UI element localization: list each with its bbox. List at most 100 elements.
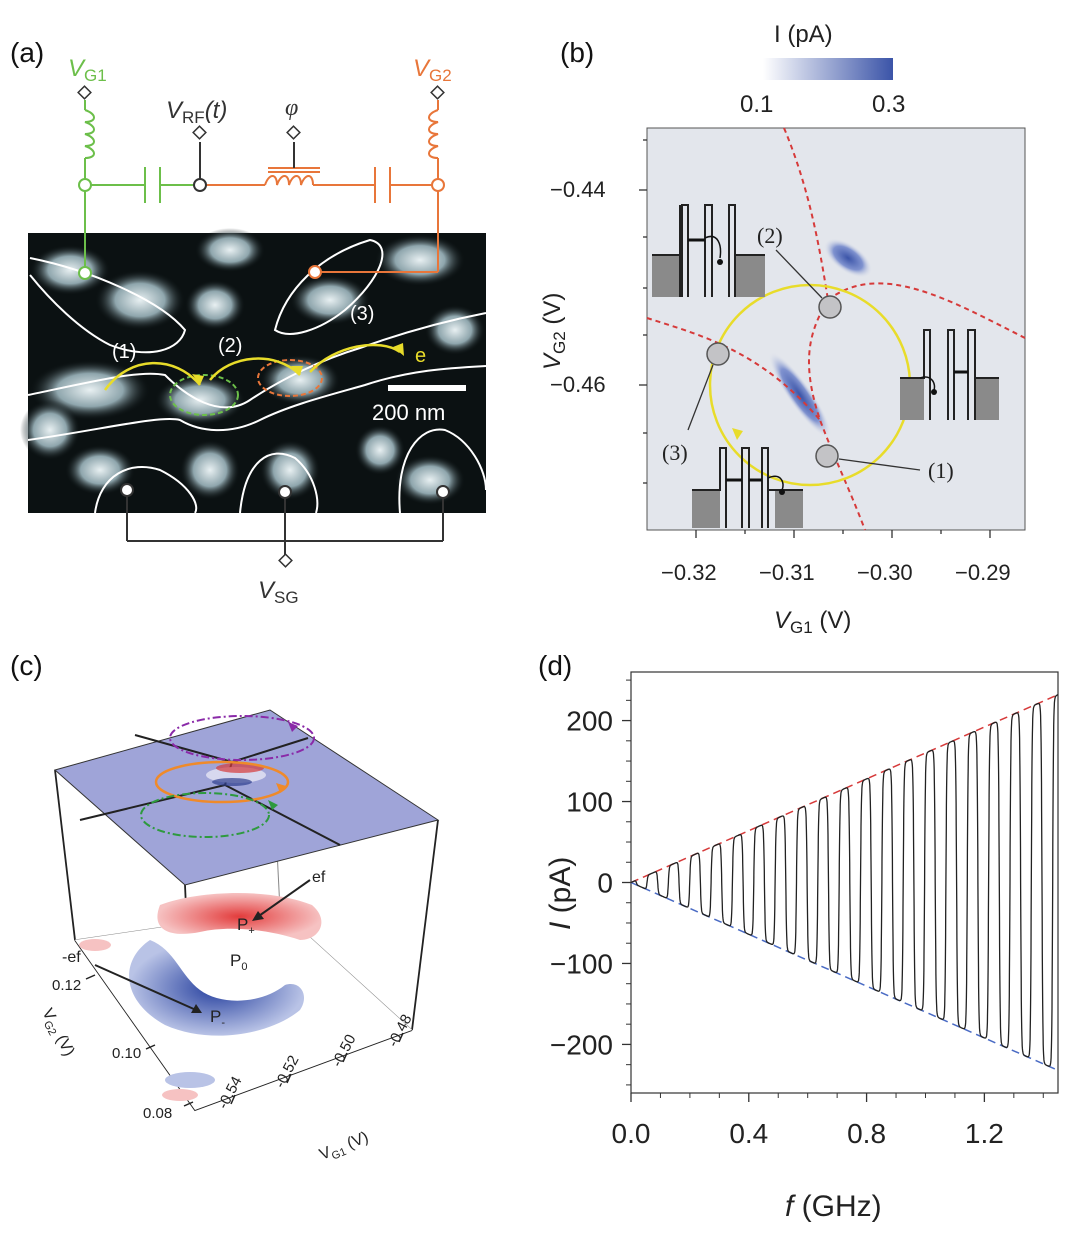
colorbar-title: I (pA) xyxy=(774,21,833,48)
green-gate-contact xyxy=(78,266,92,280)
p-plus-label: P+ xyxy=(237,915,255,937)
panel-d-label: (d) xyxy=(538,650,572,681)
orbit-arrowhead xyxy=(732,428,743,440)
point-3-label: (3) xyxy=(662,440,688,465)
vg2-terminal xyxy=(430,85,445,100)
green-node xyxy=(78,178,92,192)
transition-lines xyxy=(646,127,1026,531)
panel-b-figure: (b) I (pA) 0.1 0.3 (2) (3) xyxy=(539,21,1026,637)
panel-c: (c) xyxy=(0,640,520,1231)
gate-outlines xyxy=(27,238,487,514)
ef-arrow xyxy=(255,879,311,919)
panel-b-label: (b) xyxy=(560,37,594,68)
pump-map-blue xyxy=(129,940,305,1036)
axis-ticks xyxy=(622,679,1044,1102)
vrf-label: VRF(t) xyxy=(166,97,227,127)
vsg-label: VSG xyxy=(258,577,299,607)
current-spot-upper xyxy=(823,238,873,278)
vg1-terminal xyxy=(77,85,92,100)
vg2-tick-012: 0.12 xyxy=(52,977,81,994)
panel-a-label: (a) xyxy=(10,37,44,68)
xtick-label: 0.0 xyxy=(612,1118,651,1149)
sg-contact-right xyxy=(436,485,450,499)
phi-terminal xyxy=(286,125,301,140)
colorbar-min: 0.1 xyxy=(740,91,773,118)
vsg-terminal xyxy=(278,553,293,568)
top-feature-red xyxy=(216,763,264,773)
ef-arrowhead xyxy=(252,911,264,921)
xtick-label: 1.2 xyxy=(965,1118,1004,1149)
panel-b-ylabel: VG2 (V) xyxy=(539,293,569,370)
orange-circuit xyxy=(205,100,439,273)
xtick-029: −0.29 xyxy=(955,560,1011,585)
p-minus-label: P- xyxy=(210,1007,225,1029)
panel-b: (b) I (pA) 0.1 0.3 (2) (3) xyxy=(520,0,1068,640)
inset-state-3 xyxy=(692,447,803,528)
dot2-ring xyxy=(257,359,323,397)
phi-label: φ xyxy=(285,95,298,121)
sg-contact-mid xyxy=(278,485,292,499)
electron-label: e xyxy=(415,345,426,367)
xtick-032: −0.32 xyxy=(661,560,717,585)
plot-frame xyxy=(630,671,1059,1094)
xtick-030: −0.30 xyxy=(857,560,913,585)
pump-map-red xyxy=(157,892,322,940)
pointer-lines xyxy=(687,249,921,471)
sg-contact-left xyxy=(120,483,134,497)
orange-arrowhead xyxy=(276,783,286,793)
ytick-046: −0.46 xyxy=(550,372,606,397)
xtick-031: −0.31 xyxy=(759,560,815,585)
current-trace xyxy=(630,694,1059,1067)
pump-map-edge-red xyxy=(79,939,111,951)
minus-ef-arrow xyxy=(94,964,197,1011)
vg2-tick-008: 0.08 xyxy=(143,1105,172,1122)
colorbar-max: 0.3 xyxy=(872,91,905,118)
vg2-tick-010: 0.10 xyxy=(112,1045,141,1062)
point-1 xyxy=(815,444,839,468)
orange-gate-contact xyxy=(308,265,322,279)
point-2-label: (2) xyxy=(757,223,783,248)
inset-state-2 xyxy=(652,204,765,297)
sg-circuit xyxy=(126,493,444,555)
orbit-orange xyxy=(154,760,290,804)
panel-d-ylabel: I (pA) xyxy=(544,857,577,930)
inset-state-1 xyxy=(900,329,999,420)
minus-ef-label: -ef xyxy=(62,949,81,966)
purple-arrowhead xyxy=(288,722,298,732)
panel-c-ticks xyxy=(85,974,404,1107)
panel-c-figure: (c) xyxy=(10,650,440,1164)
panel-d-xlabel: f (GHz) xyxy=(785,1190,882,1223)
ytick-label: −200 xyxy=(550,1029,613,1060)
arrowhead-3 xyxy=(393,343,404,356)
panel-d: (d) 200 100 0 −100 −200 0.0 0.4 0.8 1.2 f (GHz) … xyxy=(520,640,1068,1231)
step-1-label: (1) xyxy=(112,341,136,363)
pump-map-corner-blue xyxy=(165,1072,215,1088)
step-2-label: (2) xyxy=(218,335,242,357)
green-circuit xyxy=(84,100,200,270)
pump-arrows xyxy=(103,343,401,391)
ef-label: ef xyxy=(312,869,326,886)
rf-node xyxy=(193,178,207,192)
point-1-label: (1) xyxy=(928,458,954,483)
panel-a-figure: (1) (2) (3) e 200 nm VG1 xyxy=(10,37,487,607)
ytick-044: −0.44 xyxy=(550,177,606,202)
orange-node xyxy=(431,178,445,192)
panel-a: (1) (2) (3) e 200 nm VG1 xyxy=(0,0,520,620)
ytick-label: 200 xyxy=(566,706,613,737)
green-arrowhead xyxy=(268,800,278,810)
xtick-label: 0.4 xyxy=(729,1118,768,1149)
tick-labels: 200 100 0 −100 −200 0.0 0.4 0.8 1.2 xyxy=(550,706,1004,1149)
arrowhead-2 xyxy=(291,366,303,375)
step-3-label: (3) xyxy=(350,303,374,325)
top-feature-blue xyxy=(212,778,252,786)
point-3 xyxy=(706,342,730,366)
scalebar xyxy=(388,385,466,391)
panel-c-vg2-label: VG2 (V) xyxy=(36,1006,78,1061)
orbit-green xyxy=(140,792,270,838)
panel-b-ticks xyxy=(639,139,991,538)
panel-b-xlabel: VG1 (V) xyxy=(774,607,851,637)
rf-terminal xyxy=(192,125,207,140)
pump-map-corner-red xyxy=(162,1089,198,1101)
orbit-purple xyxy=(169,715,315,761)
panel-c-label: (c) xyxy=(10,650,43,681)
